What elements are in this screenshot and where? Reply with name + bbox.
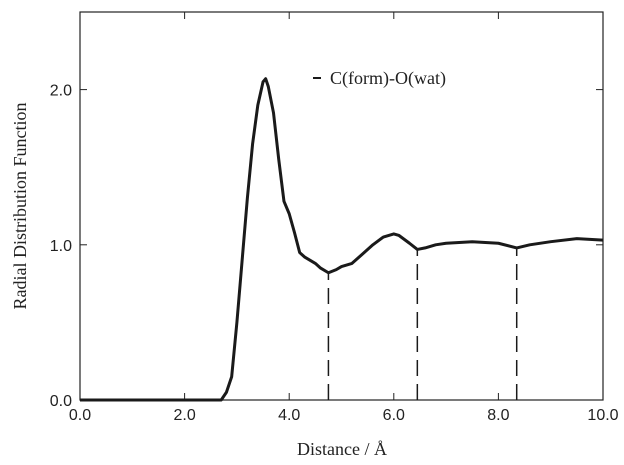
y-tick-label: 2.0 xyxy=(50,83,72,100)
x-tick-label: 2.0 xyxy=(173,407,195,424)
x-tick-label: 8.0 xyxy=(487,407,509,424)
line-series xyxy=(80,77,604,402)
x-tick-label: 0.0 xyxy=(69,407,91,424)
y-tick-label: 0.0 xyxy=(50,393,72,410)
y-axis-label: Radial Distribution Function xyxy=(10,103,30,310)
legend-label: C(form)-O(wat) xyxy=(330,68,446,89)
y-tick-label: 1.0 xyxy=(50,238,72,255)
plot-frame xyxy=(79,11,604,401)
x-tick-label: 10.0 xyxy=(587,407,618,424)
x-tick-label: 4.0 xyxy=(278,407,300,424)
x-axis-label: Distance / Å xyxy=(297,439,387,459)
x-tick-label: 6.0 xyxy=(383,407,405,424)
